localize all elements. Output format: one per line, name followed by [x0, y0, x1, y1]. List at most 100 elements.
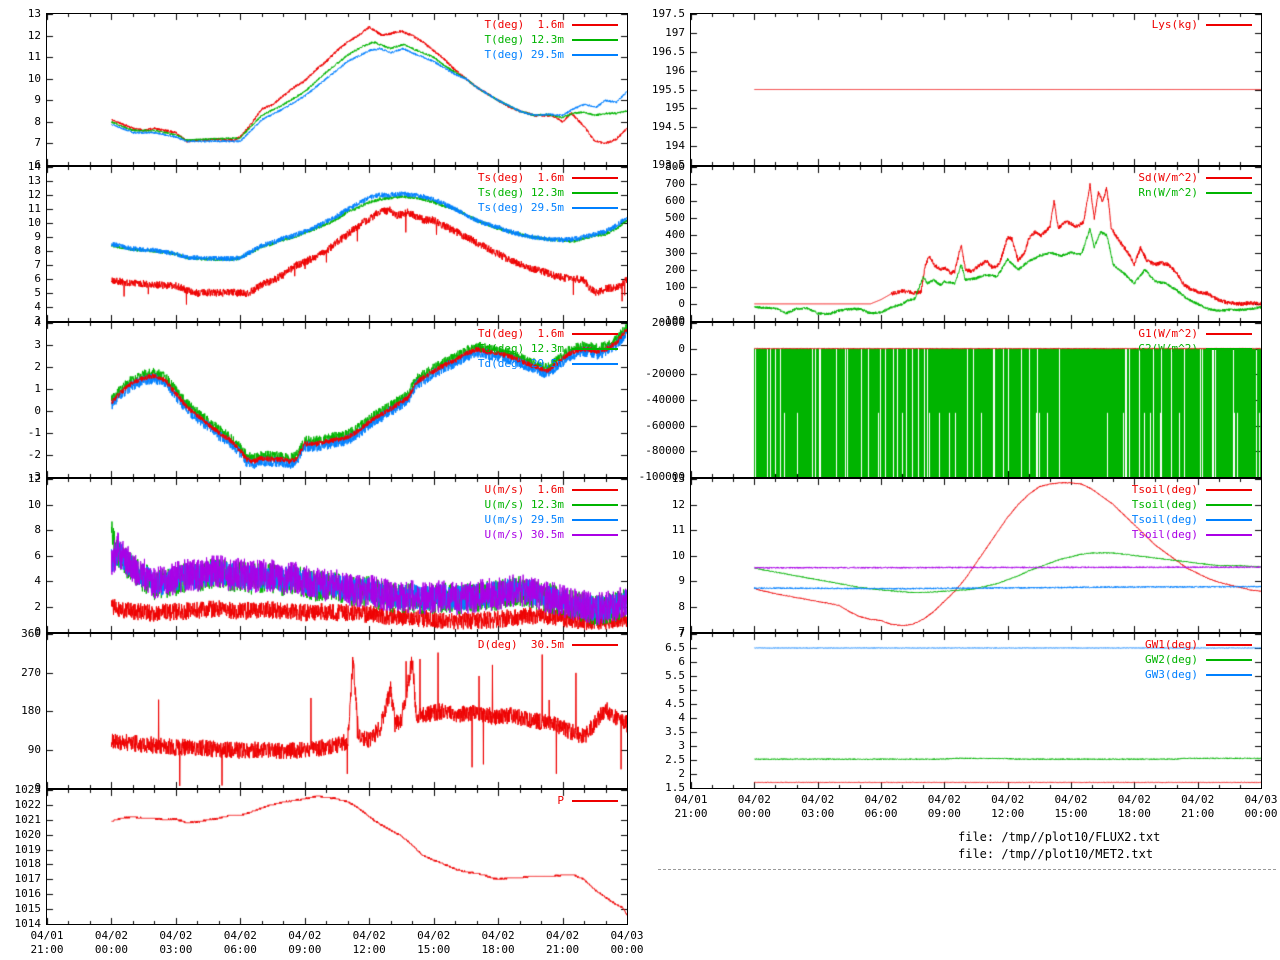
legend-label: Ts(deg) 1.6m	[477, 171, 564, 184]
legend-label: GW2(deg)	[1145, 653, 1198, 666]
y-tick-label: 0	[34, 625, 41, 638]
y-tick-label: 1020	[14, 827, 42, 841]
legend-label: Lys(kg)	[1151, 18, 1198, 31]
legend-line-sample	[1206, 347, 1252, 350]
x-tick-date: 04/01	[30, 929, 64, 942]
legend-entry: Tsoil(deg)	[1132, 512, 1252, 527]
x-tick-date: 04/02	[801, 793, 835, 806]
y-tick-label: 500	[665, 211, 685, 225]
y-tick-label: -3	[27, 470, 41, 483]
legend-entry: Td(deg) 29.5m	[478, 356, 618, 371]
legend-label: Tsoil(deg)	[1131, 498, 1198, 511]
y-tick-label: 11	[671, 523, 685, 536]
y-tick-label: -20000	[645, 367, 685, 381]
y-tick-label: 0	[678, 341, 685, 355]
y-tick-label: 1	[34, 382, 41, 395]
x-tick-time: 06:00	[223, 943, 257, 956]
legend-label: Tsoil(deg)	[1131, 483, 1198, 496]
y-tick-label: 10	[27, 216, 41, 229]
legend-entry: Td(deg) 12.3m	[478, 341, 618, 356]
x-tick-date: 04/02	[159, 929, 193, 942]
x-tick-label: 04/03 00:00	[1235, 793, 1280, 821]
y-tick-label: 700	[665, 177, 685, 191]
legend-line-sample	[1206, 176, 1252, 179]
met-file-label: file: /tmp//plot10/MET2.txt	[958, 847, 1154, 861]
x-tick-label: 04/01 21:00	[665, 793, 717, 821]
y-tick-label: 7	[678, 625, 685, 638]
y-tick-label: -1	[27, 426, 41, 439]
legend-entry: T(deg) 12.3m	[485, 32, 618, 47]
legend-entry: G2(W/m^2)	[1138, 341, 1252, 356]
legend-line-sample	[1206, 488, 1252, 491]
flux-file-label: file: /tmp//plot10/FLUX2.txt	[958, 830, 1161, 844]
y-tick-label: 7	[34, 136, 41, 150]
legend-line-sample	[572, 488, 618, 491]
y-tick-label: 2	[34, 360, 41, 373]
x-tick-date: 04/01	[674, 793, 708, 806]
y-tick-label: 13	[27, 174, 41, 187]
legend-tsoil: Tsoil(deg) Tsoil(deg) Tsoil(deg) Tsoil(deg)	[694, 482, 1252, 542]
x-tick-label: 04/03 00:00	[601, 929, 653, 957]
y-tick-label: 6	[34, 548, 41, 562]
legend-radiation: Sd(W/m^2) Rn(W/m^2)	[694, 170, 1252, 200]
y-tick-label: 90	[27, 742, 41, 756]
legend-line-sample	[572, 176, 618, 179]
plot-panel-lysimeter	[690, 13, 1262, 166]
y-tick-label: 400	[665, 228, 685, 242]
y-tick-label: 200	[665, 262, 685, 276]
y-tick-label: 800	[665, 160, 685, 173]
x-tick-time: 15:00	[417, 943, 451, 956]
legend-line-sample	[572, 206, 618, 209]
y-tick-label: -40000	[645, 393, 685, 406]
y-tick-label: 0	[34, 781, 41, 794]
legend-line-sample	[572, 347, 618, 350]
y-tick-label: 2.5	[665, 753, 685, 766]
x-tick-label: 04/02 00:00	[728, 793, 780, 821]
legend-line-sample	[1206, 658, 1252, 661]
x-tick-date: 04/02	[991, 793, 1025, 806]
y-tick-label: 5.5	[665, 669, 685, 682]
x-tick-date: 04/02	[417, 929, 451, 942]
legend-entry: Ts(deg) 1.6m	[478, 170, 618, 185]
y-tick-label: 6	[34, 272, 41, 285]
x-tick-time: 12:00	[352, 943, 386, 956]
x-tick-time: 21:00	[545, 943, 580, 956]
y-tick-label: 4.5	[665, 697, 685, 710]
y-tick-label: 1023	[14, 783, 42, 796]
legend-entry: U(m/s) 30.5m	[485, 527, 618, 542]
x-tick-date: 04/02	[737, 793, 771, 806]
dashed-separator	[658, 869, 1276, 870]
y-tick-label: -2	[27, 448, 41, 461]
plot-panel-tsoil	[690, 478, 1262, 633]
legend-entry: P	[557, 793, 618, 808]
legend-label: Rn(W/m^2)	[1138, 186, 1198, 199]
x-tick-time: 15:00	[1054, 807, 1088, 820]
y-tick-label: 13	[671, 472, 685, 485]
x-tick-date: 04/02	[1181, 793, 1215, 806]
legend-td: Td(deg) 1.6m Td(deg) 12.3m Td(deg) 29.5m	[50, 326, 618, 371]
y-tick-label: 1.5	[665, 781, 685, 794]
x-tick-label: 04/02 21:00	[1172, 793, 1224, 821]
y-tick-label: 10	[27, 71, 41, 85]
legend-label: T(deg) 12.3m	[484, 33, 564, 46]
legend-line-sample	[572, 643, 618, 646]
legend-line-sample	[1206, 673, 1252, 676]
legend-entry: Ts(deg) 12.3m	[478, 185, 618, 200]
y-tick-label: 300	[665, 245, 685, 259]
y-tick-label: 7	[678, 627, 685, 640]
legend-entry: Tsoil(deg)	[1132, 482, 1252, 497]
x-tick-time: 09:00	[288, 943, 322, 956]
x-tick-date: 04/02	[94, 929, 128, 942]
y-tick-label: 5	[678, 683, 685, 696]
legend-entry: Rn(W/m^2)	[1138, 185, 1252, 200]
x-tick-date: 04/02	[545, 929, 580, 942]
x-tick-label: 04/01 21:00	[21, 929, 73, 957]
y-tick-label: 360	[21, 627, 41, 640]
legend-entry: GW1(deg)	[1145, 637, 1252, 652]
plot-panel-radiation	[690, 166, 1262, 322]
y-tick-label: 100	[665, 279, 685, 293]
y-tick-label: 2	[34, 599, 41, 613]
plot-panel-u-wind	[46, 478, 628, 633]
legend-label: T(deg) 29.5m	[484, 48, 564, 61]
legend-line-sample	[1206, 191, 1252, 194]
